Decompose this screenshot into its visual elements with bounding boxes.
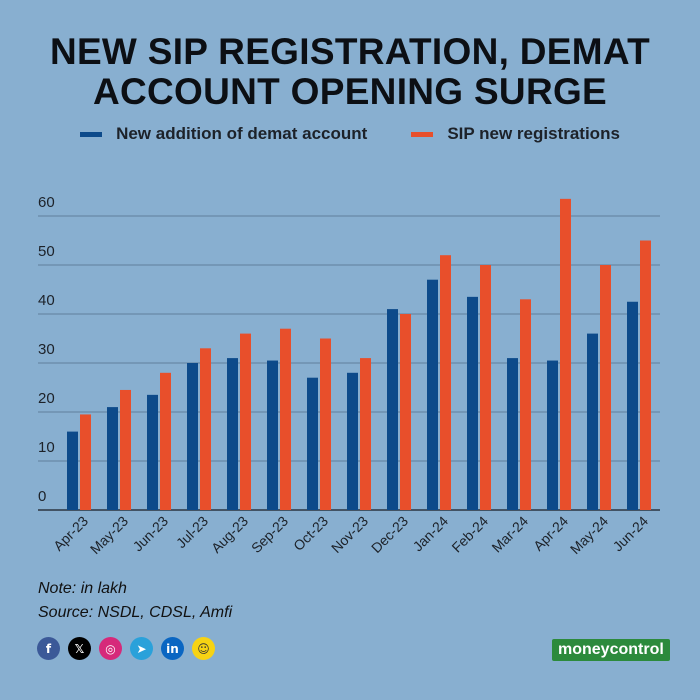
bar-sip bbox=[520, 299, 531, 510]
bar-demat bbox=[427, 279, 438, 510]
x-tick-label: Jun-23 bbox=[130, 513, 172, 555]
x-tick-label: May-24 bbox=[567, 513, 611, 557]
y-tick-label: 30 bbox=[38, 341, 55, 358]
x-tick-label: Dec-23 bbox=[368, 513, 411, 556]
bar-demat bbox=[267, 360, 278, 510]
x-tick-label: May-23 bbox=[87, 513, 131, 557]
bar-demat bbox=[347, 372, 358, 510]
bar-sip bbox=[160, 372, 171, 510]
x-tick-label: Apr-24 bbox=[530, 513, 571, 554]
chart-title: NEW SIP REGISTRATION, DEMAT ACCOUNT OPEN… bbox=[0, 32, 700, 112]
bar-sip bbox=[480, 265, 491, 510]
y-tick-label: 60 bbox=[38, 194, 55, 211]
bar-demat bbox=[587, 333, 598, 510]
legend-swatch-demat bbox=[80, 131, 103, 137]
telegram-icon[interactable]: ➤ bbox=[130, 637, 153, 660]
x-tick-label: Sep-23 bbox=[248, 513, 291, 556]
legend-label-demat: New addition of demat account bbox=[116, 124, 368, 143]
x-tick-label: Mar-24 bbox=[488, 513, 531, 556]
social-links: f 𝕏 ◎ ➤ in ☺ bbox=[37, 637, 215, 660]
y-tick-label: 50 bbox=[38, 243, 55, 260]
bar-sip bbox=[80, 414, 91, 510]
bar-demat bbox=[187, 363, 198, 510]
bar-sip bbox=[560, 198, 571, 510]
bar-demat bbox=[467, 296, 478, 510]
bar-sip bbox=[600, 265, 611, 510]
bar-sip bbox=[200, 348, 211, 510]
bar-demat bbox=[547, 360, 558, 510]
y-tick-label: 10 bbox=[38, 439, 55, 456]
chart-notes: Note: in lakh Source: NSDL, CDSL, Amfi bbox=[38, 577, 232, 625]
x-tick-label: Jan-24 bbox=[410, 513, 452, 555]
x-tick-label: Feb-24 bbox=[448, 513, 491, 556]
y-tick-label: 40 bbox=[38, 292, 55, 309]
facebook-icon[interactable]: f bbox=[37, 637, 60, 660]
bar-sip bbox=[120, 389, 131, 510]
x-tick-label: Jun-24 bbox=[610, 513, 652, 555]
bar-demat bbox=[507, 358, 518, 510]
bar-demat bbox=[67, 431, 78, 510]
bar-sip bbox=[440, 255, 451, 510]
x-icon[interactable]: 𝕏 bbox=[68, 637, 91, 660]
bar-sip bbox=[240, 333, 251, 510]
bar-demat bbox=[307, 377, 318, 510]
legend-item-sip: SIP new registrations bbox=[411, 124, 620, 144]
bar-sip bbox=[280, 328, 291, 510]
bar-sip bbox=[640, 240, 651, 510]
x-tick-label: Apr-23 bbox=[50, 513, 91, 554]
legend-item-demat: New addition of demat account bbox=[80, 124, 367, 144]
x-tick-label: Nov-23 bbox=[328, 513, 371, 556]
bar-demat bbox=[627, 301, 638, 510]
title-line-2: ACCOUNT OPENING SURGE bbox=[92, 71, 608, 112]
x-tick-label: Jul-23 bbox=[173, 513, 211, 551]
bar-sip bbox=[360, 358, 371, 510]
instagram-icon[interactable]: ◎ bbox=[99, 637, 122, 660]
legend-swatch-sip bbox=[411, 131, 434, 137]
note-text: Note: in lakh bbox=[38, 580, 127, 597]
x-tick-label: Oct-23 bbox=[290, 513, 331, 554]
bar-demat bbox=[387, 309, 398, 510]
title-line-1: NEW SIP REGISTRATION, DEMAT bbox=[49, 31, 651, 72]
bar-sip bbox=[320, 338, 331, 510]
linkedin-icon[interactable]: in bbox=[161, 637, 184, 660]
moneycontrol-logo: moneycontrol bbox=[552, 639, 670, 661]
y-tick-label: 0 bbox=[38, 488, 46, 505]
bar-demat bbox=[147, 394, 158, 510]
bar-demat bbox=[107, 407, 118, 510]
y-tick-label: 20 bbox=[38, 390, 55, 407]
bar-sip bbox=[400, 314, 411, 510]
legend-label-sip: SIP new registrations bbox=[447, 124, 620, 143]
chart-legend: New addition of demat account SIP new re… bbox=[0, 124, 700, 144]
snapchat-icon[interactable]: ☺ bbox=[192, 637, 215, 660]
x-tick-label: Aug-23 bbox=[208, 513, 251, 556]
bar-demat bbox=[227, 358, 238, 510]
source-text: Source: NSDL, CDSL, Amfi bbox=[38, 604, 233, 621]
